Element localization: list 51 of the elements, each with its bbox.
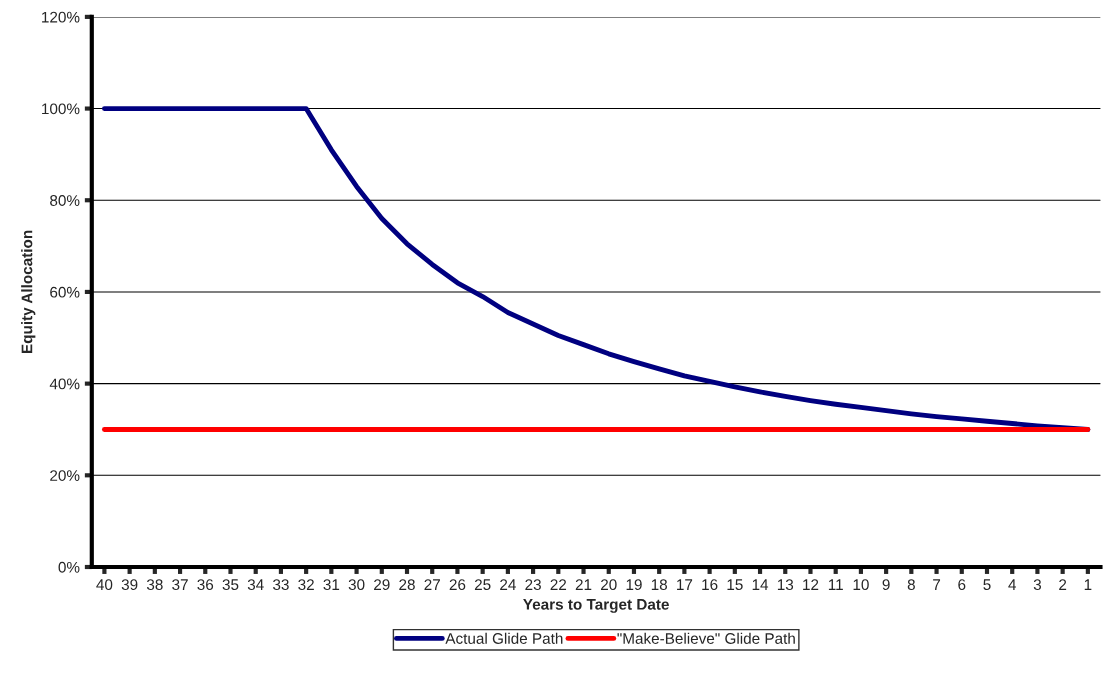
y-tick-label: 20% — [50, 470, 80, 481]
x-tick-label: 23 — [525, 579, 541, 591]
x-tick-label: 2 — [1059, 579, 1067, 590]
x-tick-label: 11 — [828, 579, 843, 590]
x-axis-title: Years to Target Date — [523, 599, 669, 613]
x-tick-label: 36 — [197, 579, 214, 591]
x-tick-label: 15 — [727, 579, 743, 591]
y-tick-label: 0% — [58, 561, 80, 573]
x-tick-label: 28 — [399, 579, 415, 591]
x-tick-label: 9 — [882, 579, 890, 591]
x-tick-label: 6 — [958, 579, 966, 591]
x-tick-label: 17 — [677, 579, 693, 590]
x-tick-label: 32 — [298, 579, 314, 591]
x-tick-label: 25 — [474, 579, 491, 591]
x-tick-label: 35 — [222, 579, 239, 591]
y-axis-title: Equity Allocation — [21, 230, 36, 354]
x-tick-label: 8 — [907, 579, 915, 591]
x-tick-label: 29 — [374, 579, 390, 591]
x-tick-label: 13 — [777, 579, 794, 591]
x-tick-label: 22 — [550, 579, 567, 590]
x-tick-label: 1 — [1084, 579, 1092, 590]
y-tick-label: 60% — [50, 286, 80, 298]
x-tick-label: 40 — [96, 579, 113, 591]
x-tick-label: 33 — [273, 579, 289, 591]
x-tick-label: 12 — [803, 579, 819, 590]
legend-label: "Make-Believe" Glide Path — [617, 632, 795, 644]
x-tick-label: 18 — [651, 579, 668, 591]
x-tick-label: 27 — [424, 579, 440, 590]
x-tick-label: 38 — [146, 579, 163, 591]
y-tick-label: 80% — [50, 195, 80, 206]
x-tick-label: 3 — [1033, 579, 1042, 591]
x-tick-label: 7 — [933, 579, 941, 590]
x-tick-label: 16 — [702, 579, 718, 591]
x-tick-label: 39 — [121, 579, 138, 591]
legend-label: Actual Glide Path — [445, 632, 563, 644]
x-tick-label: 4 — [1008, 579, 1017, 590]
x-tick-label: 26 — [449, 579, 466, 591]
x-tick-label: 14 — [752, 579, 769, 590]
y-tick-label: 120% — [42, 11, 80, 23]
x-tick-label: 30 — [348, 579, 365, 591]
x-tick-label: 19 — [626, 579, 642, 591]
y-tick-label: 40% — [49, 378, 80, 390]
x-tick-label: 10 — [853, 579, 869, 591]
x-tick-label: 21 — [575, 579, 592, 590]
y-tick-label: 100% — [42, 103, 80, 115]
x-tick-label: 34 — [247, 579, 264, 591]
x-tick-label: 31 — [323, 579, 340, 591]
x-tick-label: 37 — [172, 579, 188, 591]
x-tick-label: 24 — [500, 579, 516, 590]
x-tick-label: 20 — [601, 579, 617, 591]
x-tick-label: 5 — [983, 579, 991, 591]
